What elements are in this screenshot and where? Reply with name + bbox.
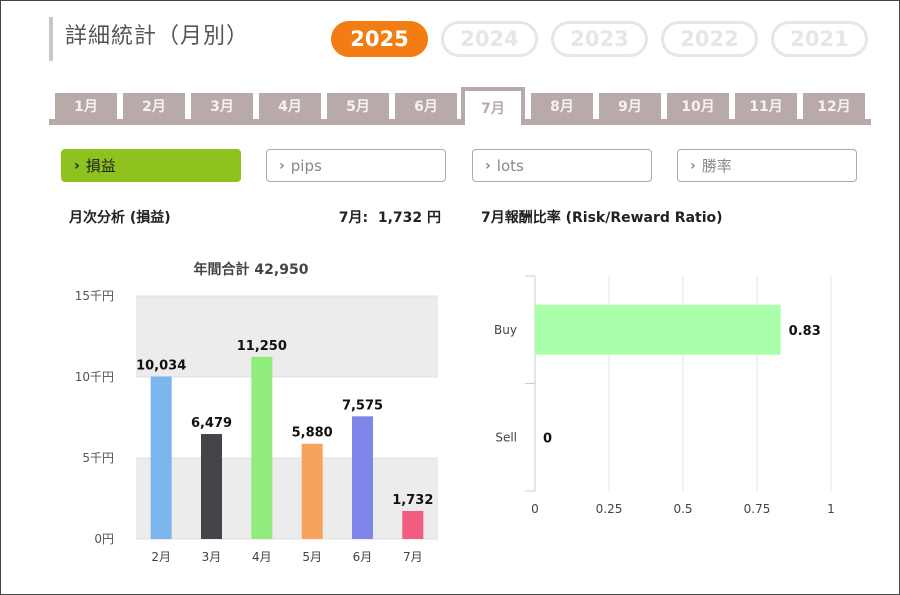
filter-pips-button[interactable]: › pips [266,149,446,182]
x-tick-label: 0 [531,502,539,516]
data-label: 0 [543,431,552,446]
data-label: 5,880 [292,426,333,441]
tab-month-9[interactable]: 9月 [599,93,661,119]
x-tick-label: 0.25 [596,502,623,516]
tab-month-10[interactable]: 10月 [667,93,729,119]
filter-label: 損益 [85,157,116,175]
bar-2 [201,434,222,539]
page-header: 詳細統計（月別） [49,17,249,61]
year-selector: 2025 2024 2023 2022 2021 [331,21,868,57]
x-tick-label: 4月 [252,550,272,564]
tab-month-1[interactable]: 1月 [55,93,117,119]
y-tick-label: 0円 [94,532,114,546]
year-button-2023[interactable]: 2023 [551,21,648,57]
filter-winrate-button[interactable]: › 勝率 [677,149,857,182]
data-label: 6,479 [191,416,232,431]
chevron-right-icon: › [690,157,696,174]
chevron-right-icon: › [279,157,285,174]
y-tick-label: Sell [495,430,517,444]
tab-month-12[interactable]: 12月 [803,93,865,119]
bar-5 [352,416,373,539]
x-tick-label: 1 [827,502,835,516]
bar-6 [402,510,424,539]
data-label: 1,732 [392,493,433,508]
year-button-2024[interactable]: 2024 [441,21,538,57]
x-tick-label: 5月 [302,550,322,564]
y-tick-label: 5千円 [82,451,114,465]
bar-3 [251,356,273,539]
tab-month-6[interactable]: 6月 [395,93,457,119]
risk-reward-title: 7月報酬比率 (Risk/Reward Ratio) [481,210,723,226]
chevron-right-icon: › [485,157,491,174]
monthly-analysis-title: 月次分析 (損益) [69,210,171,226]
data-label: 10,034 [136,358,186,373]
filter-label: 勝率 [701,157,732,175]
month-tabs-baseline [49,119,871,125]
tab-month-4[interactable]: 4月 [259,93,321,119]
year-button-2021[interactable]: 2021 [771,21,868,57]
tab-month-2[interactable]: 2月 [123,93,185,119]
risk-reward-chart: 0 0.25 0.5 0.75 1 Buy 0.83 Sell 0 [494,275,835,516]
bar-4 [301,443,323,539]
bar-1 [150,376,172,539]
x-tick-label: 0.5 [673,502,692,516]
y-tick-label: 10千円 [75,370,114,384]
data-label: 0.83 [789,324,821,339]
year-button-2025[interactable]: 2025 [331,21,428,57]
x-tick-label: 7月 [403,550,423,564]
x-tick-label: 0.75 [744,502,771,516]
x-tick-label: 6月 [353,550,373,564]
x-tick-label: 3月 [202,550,222,564]
monthly-profit-chart: 0円 5千円 10千円 15千円 10,034 2月 6,479 3月 11,250 4月 5,88… [75,289,438,564]
grid-band [136,296,438,377]
month-tabs: 1月 2月 3月 4月 5月 6月 7月 8月 9月 10月 11月 12月 [49,87,871,125]
data-label: 11,250 [237,339,287,354]
data-label: 7,575 [342,398,383,413]
tab-month-8[interactable]: 8月 [531,93,593,119]
filter-label: lots [496,156,524,175]
grid-band [136,458,438,539]
y-tick-label: Buy [494,323,517,337]
tab-month-5[interactable]: 5月 [327,93,389,119]
year-button-2022[interactable]: 2022 [661,21,758,57]
tab-month-7[interactable]: 7月 [461,87,525,125]
tab-month-3[interactable]: 3月 [191,93,253,119]
tab-month-11[interactable]: 11月 [735,93,797,119]
chevron-right-icon: › [74,157,80,174]
y-tick-label: 15千円 [75,289,114,303]
page-title: 詳細統計（月別） [65,24,250,49]
filter-profit-button[interactable]: › 損益 [61,149,241,182]
bar-buy [535,304,781,355]
filter-lots-button[interactable]: › lots [472,149,652,182]
annual-total: 年間合計 42,950 [193,262,309,278]
current-month-profit: 7月: 1,732 円 [338,210,441,226]
x-tick-label: 2月 [151,550,171,564]
filter-label: pips [290,156,322,175]
